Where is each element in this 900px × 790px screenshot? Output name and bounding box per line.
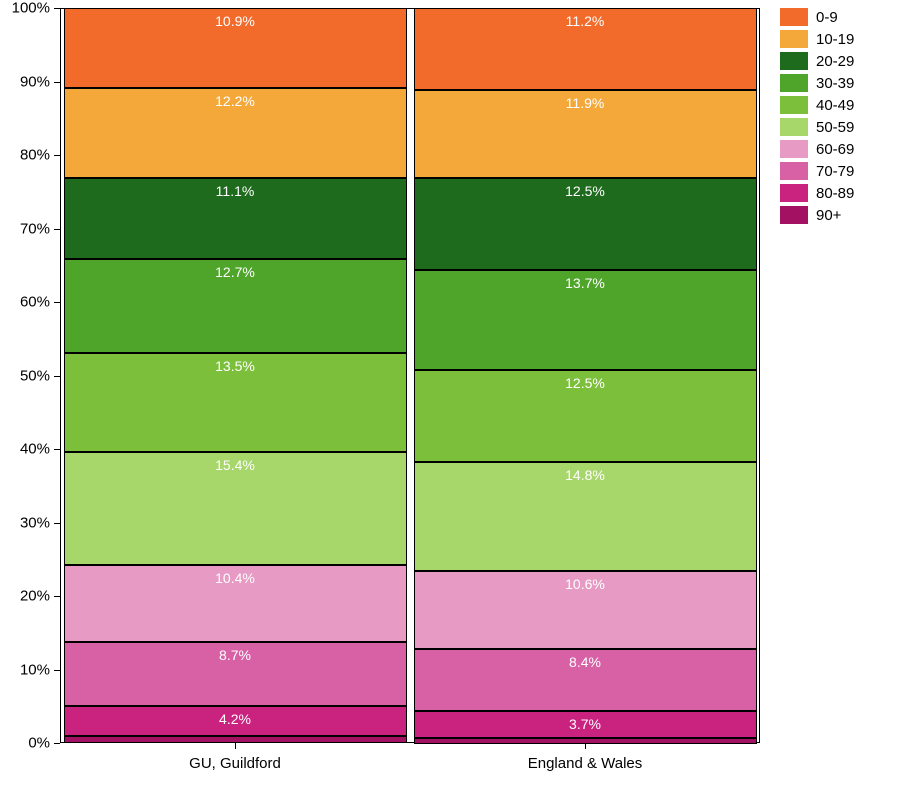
y-axis-label: 100% [0,0,50,17]
legend-label: 80-89 [816,185,854,202]
y-axis-label: 40% [0,441,50,458]
bar-segment: 12.7% [64,259,407,352]
segment-value-label: 12.7% [215,264,255,280]
legend-item: 80-89 [780,184,854,202]
y-tick [54,8,60,9]
legend-swatch [780,140,808,158]
legend-item: 90+ [780,206,854,224]
bar-segment: 11.2% [414,8,757,90]
bar-column: 11.2% 11.9% 12.5% 13.7% 12.5% 14.8% 10.6% 8.4% 3… [414,8,757,743]
legend-item: 20-29 [780,52,854,70]
y-axis-label: 10% [0,661,50,678]
legend-label: 20-29 [816,53,854,70]
y-axis-label: 20% [0,588,50,605]
segment-value-label: 12.5% [565,183,605,199]
y-tick [54,302,60,303]
bar-segment: 12.5% [414,370,757,462]
legend-item: 70-79 [780,162,854,180]
legend-label: 0-9 [816,9,838,26]
bar-segment: 13.7% [414,270,757,371]
bar-segment: 12.5% [414,178,757,270]
legend-swatch [780,52,808,70]
legend-label: 70-79 [816,163,854,180]
legend-item: 60-69 [780,140,854,158]
legend-item: 0-9 [780,8,854,26]
legend-item: 10-19 [780,30,854,48]
bar-segment: 11.1% [64,178,407,260]
bar-segment: 11.9% [414,90,757,177]
x-axis-label: GU, Guildford [189,755,281,772]
segment-value-label: 4.2% [219,711,251,727]
segment-value-label: 8.4% [569,654,601,670]
bar-column: 10.9% 12.2% 11.1% 12.7% 13.5% 15.4% 10.4% 8.7% 4… [64,8,407,743]
y-tick [54,670,60,671]
legend-swatch [780,162,808,180]
segment-value-label: 11.2% [566,13,605,29]
bar-segment: 15.4% [64,452,407,565]
y-tick [54,376,60,377]
y-axis-label: 30% [0,514,50,531]
y-axis-label: 80% [0,147,50,164]
legend-swatch [780,74,808,92]
segment-value-label: 13.5% [215,358,255,374]
y-axis-label: 50% [0,367,50,384]
legend-item: 40-49 [780,96,854,114]
y-tick [54,743,60,744]
legend-swatch [780,96,808,114]
bar-segment: 10.6% [414,571,757,649]
bar-segment [64,736,407,743]
bar-segment: 13.5% [64,353,407,452]
y-tick [54,523,60,524]
y-axis-label: 70% [0,220,50,237]
legend-item: 30-39 [780,74,854,92]
segment-value-label: 10.9% [215,13,255,29]
y-tick [54,449,60,450]
bar-segment: 12.2% [64,88,407,178]
segment-value-label: 8.7% [219,647,251,663]
legend-label: 60-69 [816,141,854,158]
bar-segment: 8.7% [64,642,407,706]
y-tick [54,155,60,156]
y-tick [54,229,60,230]
segment-value-label: 12.5% [565,375,605,391]
segment-value-label: 13.7% [565,275,605,291]
legend-label: 40-49 [816,97,854,114]
x-axis-label: England & Wales [528,755,643,772]
legend-label: 50-59 [816,119,854,136]
y-tick [54,82,60,83]
bar-segment: 10.9% [64,8,407,88]
legend-swatch [780,206,808,224]
legend-swatch [780,118,808,136]
stacked-bar-chart: 0% 10% 20% 30% 40% 50% 60% 70% 80% 90% 100% 10.9% 12… [0,0,900,790]
bar-segment: 3.7% [414,711,757,738]
legend-swatch [780,30,808,48]
legend-swatch [780,184,808,202]
segment-value-label: 3.7% [569,716,601,732]
legend-swatch [780,8,808,26]
legend-item: 50-59 [780,118,854,136]
segment-value-label: 14.8% [565,467,605,483]
legend-label: 90+ [816,207,841,224]
y-axis-label: 60% [0,294,50,311]
segment-value-label: 10.6% [565,576,605,592]
segment-value-label: 11.9% [566,95,605,111]
legend: 0-9 10-19 20-29 30-39 40-49 50-59 60-69 70-79 80… [780,8,854,228]
x-tick [585,743,586,749]
segment-value-label: 15.4% [215,457,255,473]
bar-segment: 14.8% [414,462,757,571]
segment-value-label: 11.1% [216,183,255,199]
y-axis-label: 0% [0,735,50,752]
segment-value-label: 10.4% [215,570,255,586]
legend-label: 10-19 [816,31,854,48]
y-tick [54,596,60,597]
bar-segment: 8.4% [414,649,757,711]
x-tick [235,743,236,749]
bar-segment: 4.2% [64,706,407,737]
segment-value-label: 12.2% [215,93,255,109]
legend-label: 30-39 [816,75,854,92]
y-axis-label: 90% [0,73,50,90]
bar-segment: 10.4% [64,565,407,641]
